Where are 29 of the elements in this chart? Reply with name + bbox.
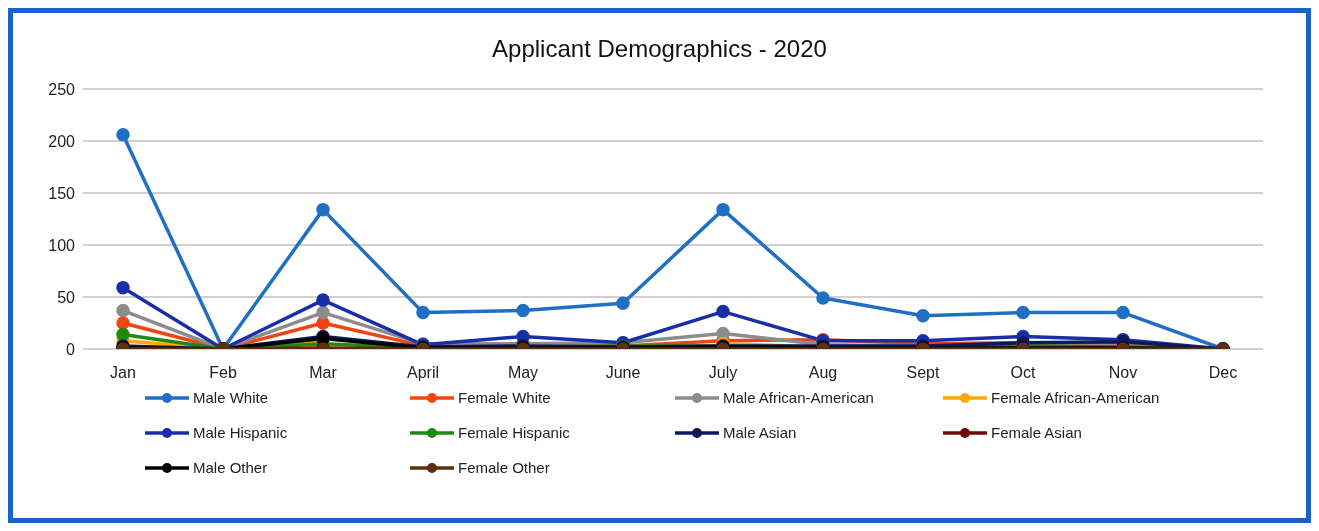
legend-label: Male African-American [723,389,874,406]
x-tick-label: Mar [309,364,338,382]
legend-label: Male Hispanic [193,424,288,441]
legend-label: Female Asian [991,424,1082,441]
y-tick-label: 200 [48,132,76,150]
x-tick-label: Jan [110,364,136,382]
x-tick-label: Nov [1108,364,1138,382]
x-tick-label: July [708,364,738,382]
legend-label: Female White [458,389,551,406]
x-tick-label: Oct [1010,364,1036,382]
x-tick-label: June [605,364,641,382]
legend-label: Male Asian [723,424,797,441]
y-tick-label: 250 [48,80,76,98]
x-tick-label: Aug [808,364,838,382]
chart-title: Applicant Demographics - 2020 [491,35,828,64]
legend-label: Female Hispanic [458,424,570,441]
y-tick-label: 100 [48,236,76,254]
x-tick-label: Feb [209,364,237,382]
x-tick-label: Sept [906,364,941,382]
x-tick-label: April [406,364,440,382]
y-tick-label: 150 [48,184,76,202]
x-tick-label: Dec [1208,364,1238,382]
legend-label: Female African-American [991,389,1160,406]
y-tick-label: 50 [57,288,76,306]
x-tick-label: May [507,364,539,382]
legend-label: Male White [193,389,269,406]
legend-label: Male Other [193,459,268,476]
legend-label: Female Other [458,459,550,476]
y-tick-label: 0 [66,340,76,358]
